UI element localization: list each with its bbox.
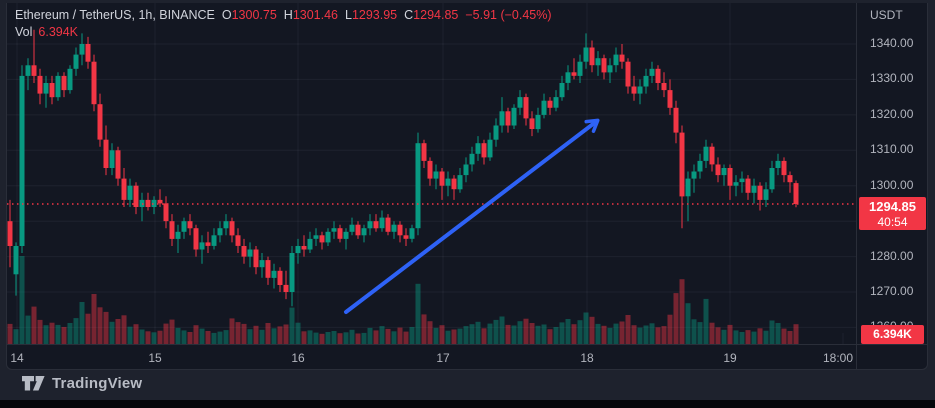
ohlc-label: H (283, 8, 293, 22)
time-tick-label: 18:00 (822, 351, 854, 365)
tradingview-logo-text: TradingView (52, 375, 143, 392)
time-tick-label: 16 (291, 351, 305, 365)
attribution-bar: TradingView (0, 370, 935, 400)
time-axis-border (856, 344, 927, 345)
candlestick-chart[interactable] (7, 3, 856, 344)
tradingview-logo-icon (22, 376, 45, 391)
price-tick-label: 1310.00 (870, 142, 914, 157)
ohlc-value: 1300.75 (231, 8, 277, 22)
time-tick-label: 19 (723, 351, 737, 365)
trend-arrow-annotation[interactable] (344, 118, 600, 314)
ohlc-label: O (221, 8, 232, 22)
time-tick-label: 17 (436, 351, 450, 365)
ohlc-label: C (404, 8, 414, 22)
volume-label: Vol (15, 25, 33, 39)
volume-value: 6.394K (38, 25, 79, 39)
time-tick-label: 18 (580, 351, 594, 365)
ohlc-value: 1301.46 (292, 8, 338, 22)
time-axis[interactable]: 14 15 16 17 18 19 18:00 (7, 344, 856, 369)
price-axis[interactable]: USDT 1294.85 40:54 6.394K 1340.00 1330.00… (856, 3, 927, 369)
tradingview-logo[interactable]: TradingView (22, 375, 142, 392)
ohlc-part: C1294.85 (404, 8, 458, 22)
ohlc-part: O1300.75 (222, 8, 277, 22)
ohlc-label: L (345, 8, 352, 22)
chart-legend: Ethereum / TetherUS, 1h, BINANCE O1300.75… (15, 8, 552, 39)
last-price-value: 1294.85 (869, 198, 916, 214)
ohlc-part: H1301.46 (284, 8, 338, 22)
last-price-badge: 1294.85 40:54 (859, 196, 926, 230)
tradingview-chart-widget: Ethereum / TetherUS, 1h, BINANCE O1300.75… (6, 3, 928, 370)
symbol-title[interactable]: Ethereum / TetherUS, 1h, BINANCE (15, 8, 215, 22)
price-tick-label: 1270.00 (870, 284, 914, 298)
ohlc-legend: O1300.75 H1301.46 L1293.95 C1294.85 (215, 8, 459, 22)
ohlc-value: 1293.95 (351, 8, 398, 22)
price-tick-label: 1280.00 (870, 248, 914, 263)
price-tick-label: 1320.00 (870, 106, 914, 121)
ohlc-part: L1293.95 (345, 8, 397, 22)
time-tick-label: 14 (10, 351, 24, 365)
volume-badge: 6.394K (861, 325, 924, 344)
price-tick-label: 1340.00 (870, 36, 914, 50)
price-tick-label: 1300.00 (870, 177, 914, 192)
bottom-strip (0, 400, 935, 408)
bar-countdown: 40:54 (877, 215, 908, 230)
ohlc-value: 1294.85 (413, 8, 459, 22)
price-tick-label: 1330.00 (870, 71, 914, 86)
change-value: −5.91 (−0.45%) (465, 8, 552, 22)
time-tick-label: 15 (148, 351, 162, 365)
currency-label: USDT (870, 8, 903, 22)
